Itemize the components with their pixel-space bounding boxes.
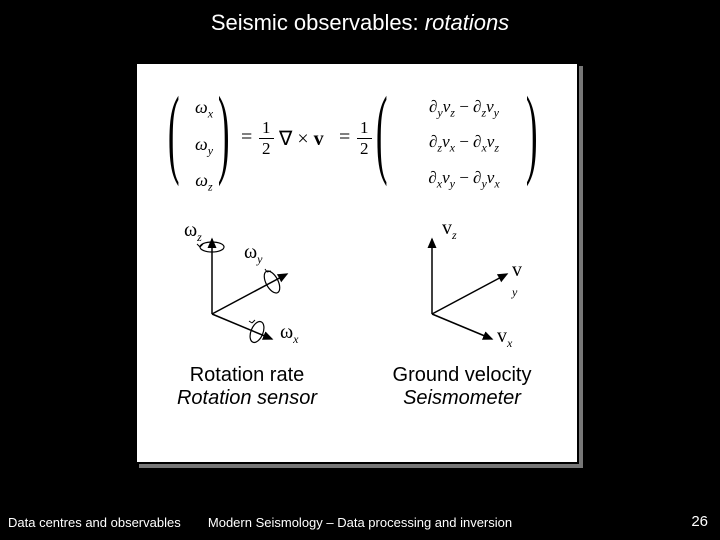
page-number: 26 <box>691 513 708 530</box>
omega-x-label: ωx <box>280 321 299 347</box>
content-panel: ( ωx ωy ωz ) = 12 ∇ × v = 12 ( ∂yvz − ∂z… <box>135 62 579 464</box>
omega-vector: ωx ωy ωz <box>189 92 219 202</box>
curl-equation: ( ωx ωy ωz ) = 12 ∇ × v = 12 ( ∂yvz − ∂z… <box>169 84 549 194</box>
paren-left-close: ) <box>218 82 230 182</box>
rotation-caption: Rotation rate Rotation sensor <box>147 364 347 410</box>
curl-row-1: ∂yvz − ∂zvy <box>399 92 529 127</box>
omega-y-label: ωy <box>244 241 263 267</box>
velocity-axes-diagram: vz vy vx <box>392 219 532 349</box>
omega-z-label: ωz <box>184 219 202 245</box>
velocity-caption: Ground velocity Seismometer <box>362 364 562 410</box>
title-prefix: Seismic observables: <box>211 10 425 35</box>
rotation-axes-diagram: ωz ωy ωx <box>172 219 312 349</box>
v-y-label: vy <box>512 259 522 308</box>
equals-1: = <box>241 126 252 149</box>
curl-row-3: ∂xvy − ∂yvx <box>399 163 529 198</box>
equals-2: = <box>339 126 350 149</box>
title-emphasis: rotations <box>425 10 509 35</box>
velocity-caption-line1: Ground velocity <box>393 364 532 386</box>
rotation-caption-line1: Rotation rate <box>190 364 305 386</box>
paren-right-open: ( <box>376 82 388 182</box>
nabla-cross-v: ∇ × v <box>279 126 324 151</box>
rotation-caption-line2: Rotation sensor <box>147 387 347 410</box>
half-1: 12 <box>259 118 274 159</box>
v-x-label: vx <box>497 325 512 351</box>
v-z-label: vz <box>442 217 457 243</box>
slide-title: Seismic observables: rotations <box>0 0 720 36</box>
velocity-caption-line2: Seismometer <box>362 387 562 410</box>
curl-row-2: ∂zvx − ∂xvz <box>399 127 529 162</box>
half-2: 12 <box>357 118 372 159</box>
paren-left-open: ( <box>168 82 180 182</box>
curl-components: ∂yvz − ∂zvy ∂zvx − ∂xvz ∂xvy − ∂yvx <box>399 92 529 198</box>
footer-center: Modern Seismology – Data processing and … <box>0 515 720 530</box>
paren-right-close: ) <box>526 82 538 182</box>
